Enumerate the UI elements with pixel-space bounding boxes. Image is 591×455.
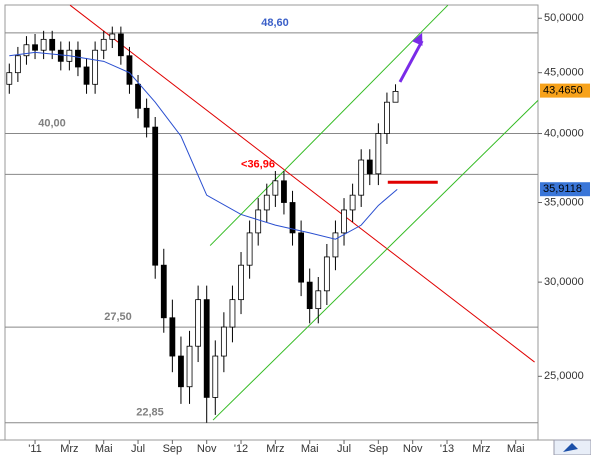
price-marker xyxy=(540,83,590,98)
candle-body xyxy=(135,83,141,109)
arrow-head xyxy=(412,32,423,46)
candle-body xyxy=(212,355,219,398)
price-marker-label: 43,4650 xyxy=(543,85,583,97)
candle-body xyxy=(366,159,373,175)
price-marker xyxy=(540,182,590,197)
trendline xyxy=(212,100,539,421)
x-tick-label: Sep xyxy=(163,443,183,455)
x-tick-label: Mai xyxy=(507,443,525,455)
candle-body xyxy=(349,194,356,211)
candle-body xyxy=(203,299,210,398)
y-tick-label: 25,0000 xyxy=(544,370,584,382)
x-tick-label: '12 xyxy=(234,443,248,455)
y-tick-label: 40,0000 xyxy=(544,127,584,139)
candle-body xyxy=(32,44,38,51)
candle-body xyxy=(306,281,313,310)
candle-body xyxy=(229,299,236,328)
y-tick-label: 30,0000 xyxy=(544,276,584,288)
candle-body xyxy=(298,232,305,283)
trendline xyxy=(69,4,535,363)
candle-body xyxy=(384,101,390,134)
level-label: <36,96 xyxy=(241,158,275,170)
candle-body xyxy=(263,194,270,211)
candle-body xyxy=(92,49,99,85)
x-tick-label: Nov xyxy=(403,443,423,455)
candle-body xyxy=(315,290,322,310)
candle-body xyxy=(126,55,133,85)
candle-body xyxy=(186,345,193,388)
candle-body xyxy=(195,299,202,347)
y-tick-label: 35,0000 xyxy=(544,196,584,208)
candle-body xyxy=(57,49,64,62)
candle-body xyxy=(392,90,399,103)
candle-body xyxy=(23,44,30,57)
price-marker-label: 35,9118 xyxy=(543,183,582,195)
candle-body xyxy=(14,55,21,74)
x-tick-label: '11 xyxy=(28,443,42,455)
arrow xyxy=(398,40,424,83)
level-label: 48,60 xyxy=(261,17,289,29)
candle-body xyxy=(169,317,176,357)
trendline xyxy=(209,4,449,246)
x-tick-label: Jul xyxy=(337,443,351,455)
candle-body xyxy=(246,232,253,266)
x-tick-label: Mai xyxy=(95,443,113,455)
candle-body xyxy=(238,264,244,301)
candle-body xyxy=(109,33,116,40)
candle-body xyxy=(49,38,56,51)
moving-average xyxy=(9,51,398,240)
candle-body xyxy=(83,66,90,85)
candle-body xyxy=(375,133,382,175)
candle-body xyxy=(143,107,150,128)
candle-body xyxy=(152,126,159,266)
candle-body xyxy=(341,209,347,234)
x-tick-label: '13 xyxy=(440,443,454,455)
candle-body xyxy=(178,355,184,388)
candle-body xyxy=(160,264,167,319)
candle-body xyxy=(281,180,287,203)
x-tick-label: Mai xyxy=(301,443,319,455)
candle-body xyxy=(255,209,262,234)
x-tick-label: Mrz xyxy=(472,443,490,455)
y-tick-label: 45,0000 xyxy=(544,67,584,79)
candle-body xyxy=(220,326,227,357)
candle-body xyxy=(117,33,124,57)
x-tick-label: Nov xyxy=(197,443,217,455)
candle-body xyxy=(100,38,107,51)
x-tick-label: Mrz xyxy=(60,443,78,455)
level-label: 40,00 xyxy=(38,117,66,129)
candle-body xyxy=(323,256,330,292)
candle-body xyxy=(40,38,47,51)
candle-body xyxy=(75,49,81,68)
x-tick-label: Mrz xyxy=(266,443,284,455)
toolbar-icon xyxy=(563,443,578,452)
candle-body xyxy=(6,72,13,85)
level-label: 22,85 xyxy=(136,407,164,419)
candle-body xyxy=(272,180,279,196)
candle-body xyxy=(332,232,339,258)
candle-body xyxy=(289,202,296,234)
x-tick-label: Sep xyxy=(369,443,389,455)
y-tick-label: 50,0000 xyxy=(544,12,584,24)
candle-body xyxy=(358,159,365,196)
x-tick-label: Jul xyxy=(131,443,145,455)
level-label: 27,50 xyxy=(104,311,132,323)
